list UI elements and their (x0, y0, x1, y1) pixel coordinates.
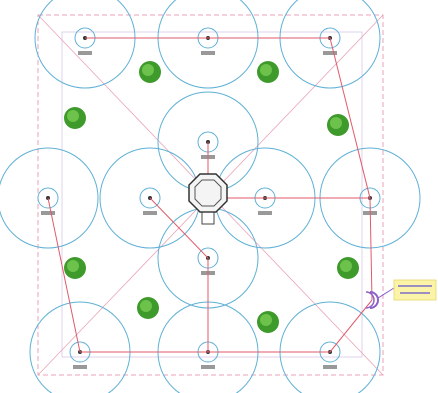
head-tag (201, 365, 215, 369)
head-tag (41, 211, 55, 215)
callout-text-line (400, 292, 430, 294)
site-boundary (37, 14, 384, 376)
tree-highlight (142, 64, 154, 76)
pipe-line (85, 37, 373, 301)
gazebo-steps (201, 211, 215, 225)
tree-highlight (67, 260, 79, 272)
head-tag (323, 51, 337, 55)
valve-arc (365, 291, 375, 309)
inner-boundary (61, 31, 363, 358)
pipes (47, 37, 373, 353)
head-tag (258, 211, 272, 215)
head-tag (143, 211, 157, 215)
head-ring (139, 187, 161, 209)
gazebo (188, 173, 228, 225)
spray-radius (0, 147, 99, 249)
callout-leader (377, 287, 395, 299)
head-tag (78, 51, 92, 55)
tree-highlight (260, 314, 272, 326)
tree-highlight (330, 117, 342, 129)
tree-highlight (340, 260, 352, 272)
trees (64, 61, 359, 333)
valve-arc (369, 291, 379, 309)
gazebo-inner (194, 179, 222, 207)
callout-text-line (398, 285, 432, 287)
head-tag (323, 365, 337, 369)
callout-box (393, 279, 437, 301)
head-tag (73, 365, 87, 369)
tree-highlight (140, 300, 152, 312)
valve (365, 287, 395, 309)
tree-highlight (260, 64, 272, 76)
tree-highlight (67, 110, 79, 122)
pipe-line (149, 197, 209, 259)
head-tag (201, 51, 215, 55)
head-ring (37, 187, 59, 209)
